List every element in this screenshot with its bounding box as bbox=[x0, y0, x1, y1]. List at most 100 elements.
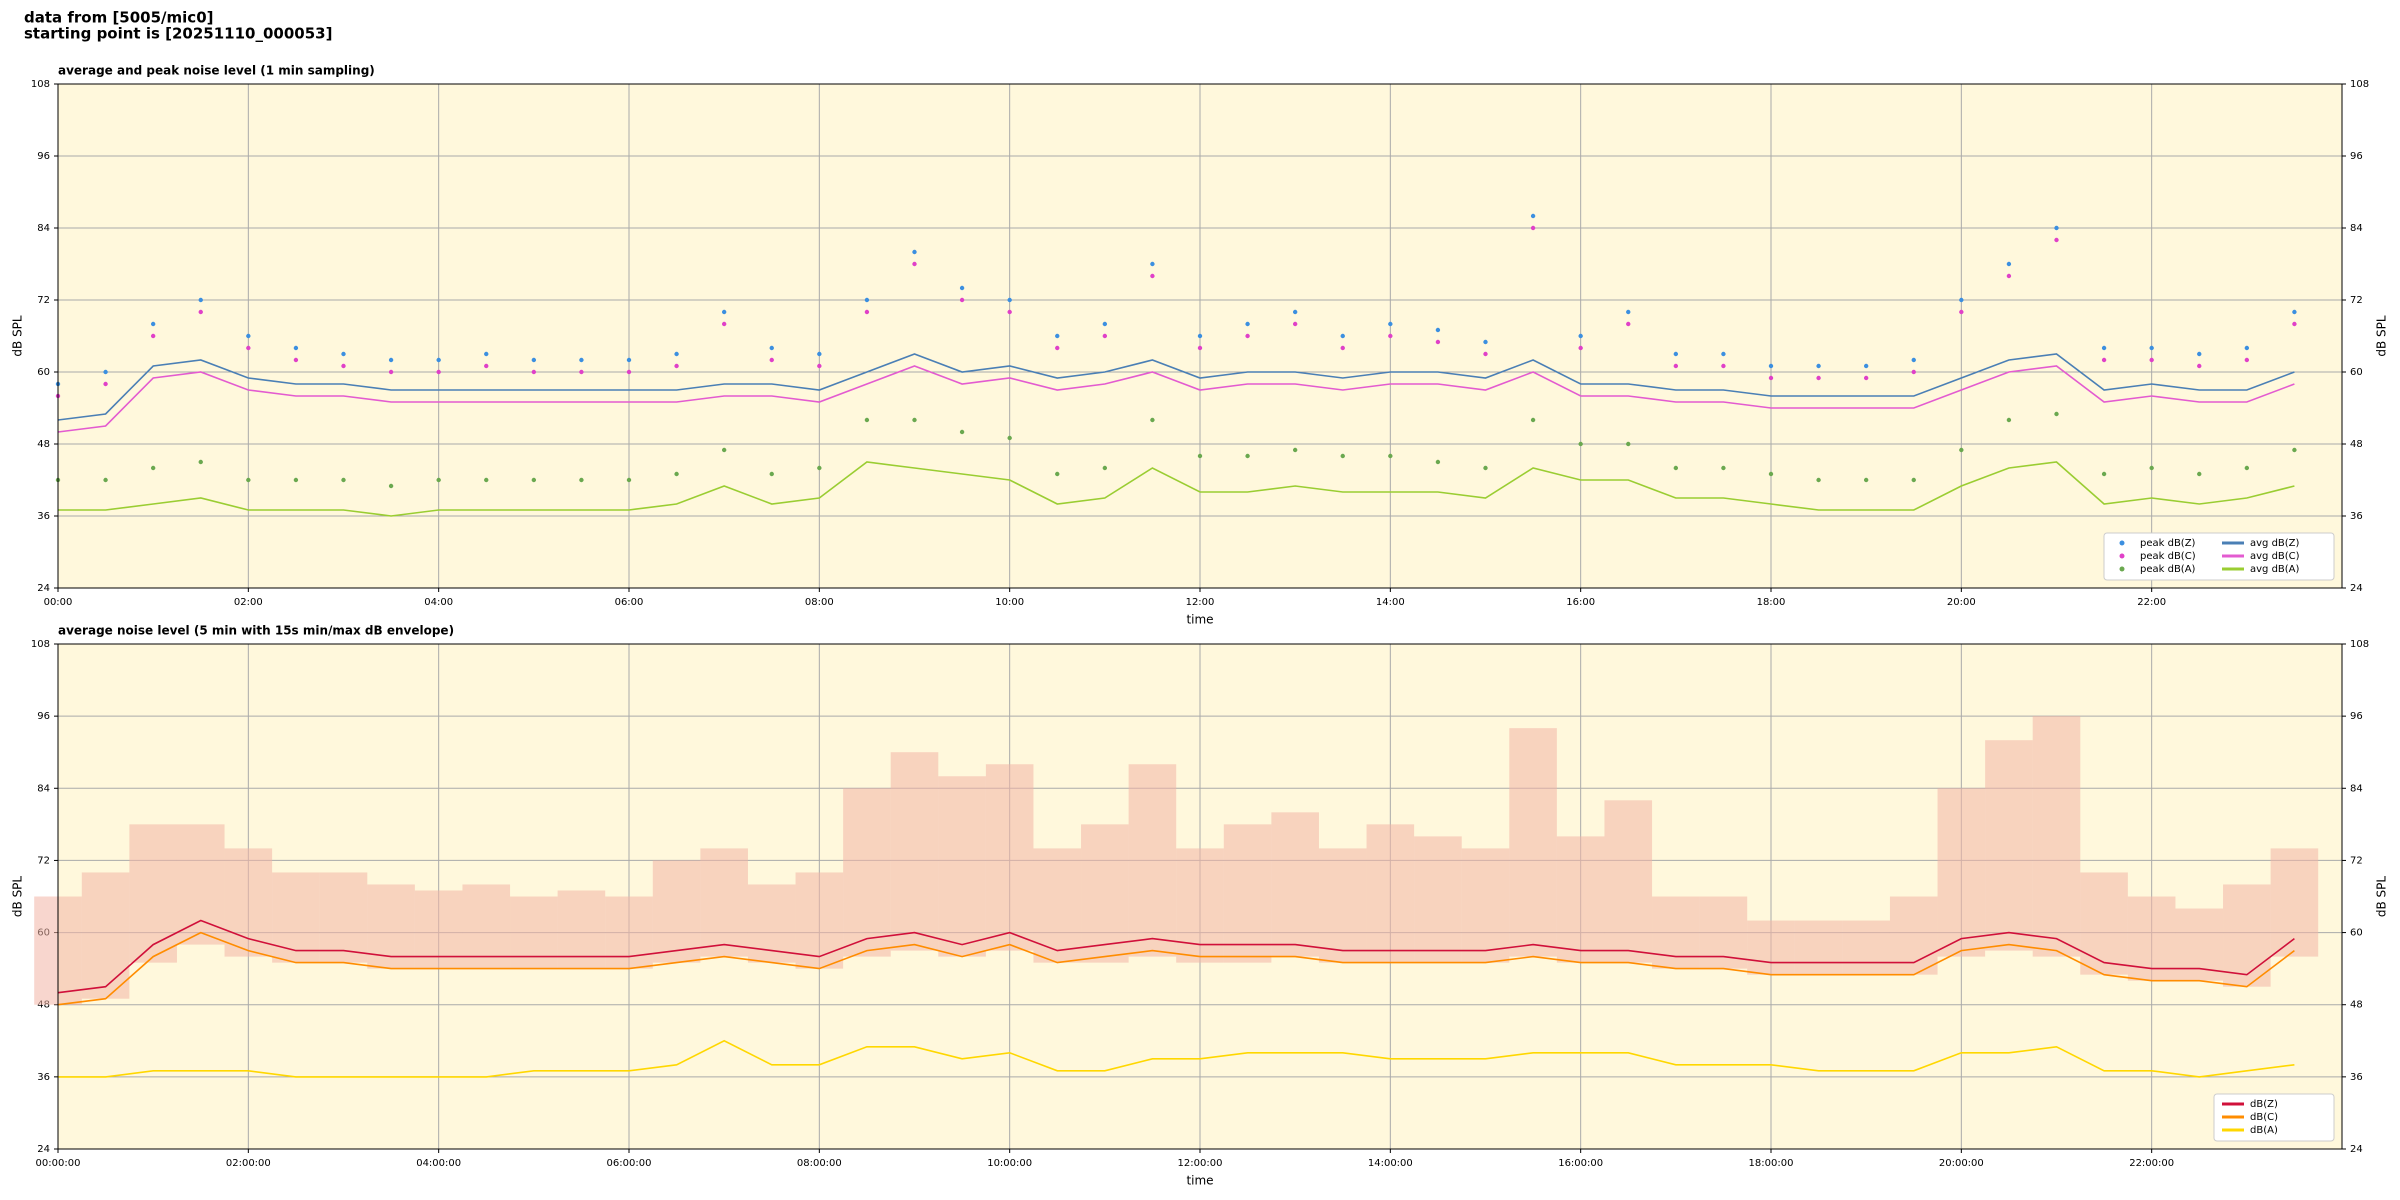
envelope-band bbox=[1985, 740, 2033, 951]
peak-marker bbox=[1245, 333, 1250, 339]
peak-marker bbox=[198, 309, 203, 315]
peak-marker bbox=[1292, 447, 1298, 453]
peak-marker bbox=[293, 477, 299, 483]
legend-marker bbox=[2119, 566, 2125, 572]
y-tick-label: 48 bbox=[37, 1000, 50, 1011]
peak-marker bbox=[2054, 411, 2059, 417]
envelope-band bbox=[1699, 896, 1748, 969]
x-tick-label: 22:00:00 bbox=[2129, 1158, 2174, 1169]
y-tick-label: 96 bbox=[37, 711, 50, 722]
legend-marker bbox=[2119, 553, 2125, 559]
envelope-band bbox=[985, 764, 1034, 951]
x-tick-label: 16:00:00 bbox=[1558, 1158, 1603, 1169]
peak-marker bbox=[769, 345, 774, 351]
peak-marker bbox=[1959, 447, 1964, 453]
y-tick-label: 48 bbox=[37, 439, 50, 450]
peak-marker bbox=[2054, 237, 2059, 243]
peak-marker bbox=[1483, 351, 1488, 357]
peak-marker bbox=[1150, 261, 1155, 267]
envelope-band bbox=[224, 848, 273, 957]
peak-marker bbox=[721, 321, 727, 327]
peak-marker bbox=[579, 477, 584, 483]
envelope-band bbox=[557, 890, 606, 969]
peak-marker bbox=[103, 381, 108, 387]
envelope-band bbox=[938, 776, 986, 957]
x-tick-label: 18:00:00 bbox=[1749, 1158, 1794, 1169]
peak-marker bbox=[817, 465, 822, 471]
x-axis-label: time bbox=[1186, 1174, 1213, 1188]
envelope-band bbox=[81, 872, 130, 999]
peak-marker bbox=[1911, 477, 1916, 483]
peak-marker bbox=[246, 333, 251, 339]
y-tick-label: 108 bbox=[31, 639, 50, 650]
peak-marker bbox=[2197, 363, 2202, 369]
peak-marker bbox=[721, 447, 727, 453]
peak-marker bbox=[912, 249, 917, 255]
peak-marker bbox=[1340, 453, 1345, 459]
envelope-band bbox=[1128, 764, 1177, 957]
series-line bbox=[58, 1039, 2295, 1078]
peak-marker bbox=[1340, 345, 1345, 351]
peak-marker bbox=[864, 297, 870, 303]
envelope-band bbox=[272, 872, 320, 963]
peak-marker bbox=[1055, 333, 1060, 339]
peak-marker bbox=[1911, 357, 1916, 363]
y-axis-label: dB SPL bbox=[2375, 876, 2389, 918]
peak-marker bbox=[1911, 369, 1916, 375]
x-tick-label: 00:00:00 bbox=[36, 1158, 81, 1169]
x-tick-label: 06:00:00 bbox=[607, 1158, 652, 1169]
x-tick-label: 02:00 bbox=[234, 597, 263, 608]
peak-marker bbox=[1530, 225, 1536, 231]
legend-box bbox=[2103, 532, 2335, 581]
peak-marker bbox=[674, 471, 679, 477]
peak-marker bbox=[1150, 273, 1155, 279]
y-tick-label: 60 bbox=[2350, 928, 2363, 939]
y-axis-label: dB SPL bbox=[2375, 315, 2389, 357]
peak-marker bbox=[1388, 333, 1393, 339]
peak-marker bbox=[1768, 471, 1774, 477]
envelope-band bbox=[1414, 836, 1462, 963]
envelope-band bbox=[2080, 872, 2128, 975]
peak-marker bbox=[2292, 309, 2297, 315]
x-tick-label: 12:00:00 bbox=[1178, 1158, 1223, 1169]
y-tick-label: 24 bbox=[2350, 1144, 2363, 1155]
peak-marker bbox=[2149, 345, 2154, 351]
header-line: starting point is [20251110_000053] bbox=[24, 25, 332, 43]
peak-marker bbox=[2149, 465, 2154, 471]
peak-marker bbox=[674, 351, 679, 357]
peak-marker bbox=[1388, 453, 1393, 459]
x-tick-label: 06:00 bbox=[615, 597, 644, 608]
chart-title: average and peak noise level (1 min samp… bbox=[58, 64, 375, 78]
envelope-band bbox=[1081, 824, 1129, 963]
peak-marker bbox=[388, 357, 394, 363]
peak-marker bbox=[1673, 465, 1679, 471]
peak-marker bbox=[769, 471, 774, 477]
peak-marker bbox=[1578, 345, 1583, 351]
y-tick-label: 72 bbox=[37, 295, 50, 306]
envelope-band bbox=[176, 824, 225, 945]
peak-marker bbox=[484, 351, 489, 357]
legend-label: dB(A) bbox=[2250, 1125, 2278, 1136]
peak-marker bbox=[2149, 357, 2154, 363]
peak-marker bbox=[341, 351, 346, 357]
x-tick-label: 18:00 bbox=[1757, 597, 1786, 608]
envelope-band bbox=[510, 896, 558, 969]
peak-marker bbox=[769, 357, 774, 363]
peak-marker bbox=[1435, 459, 1441, 465]
series-line bbox=[57, 919, 2295, 994]
peak-marker bbox=[531, 357, 537, 363]
peak-marker bbox=[1959, 309, 1964, 315]
envelope-band bbox=[1223, 824, 1272, 963]
x-tick-label: 16:00 bbox=[1566, 597, 1595, 608]
envelope-band bbox=[129, 824, 177, 963]
y-tick-label: 72 bbox=[2350, 855, 2363, 866]
envelope-band bbox=[1937, 788, 1986, 957]
envelope-band bbox=[1271, 812, 1319, 957]
envelope-band bbox=[319, 872, 368, 963]
peak-marker bbox=[531, 477, 537, 483]
header-line: data from [5005/mic0] bbox=[24, 9, 214, 27]
x-tick-label: 20:00:00 bbox=[1939, 1158, 1984, 1169]
y-axis-label: dB SPL bbox=[11, 876, 25, 918]
peak-marker bbox=[341, 363, 346, 369]
